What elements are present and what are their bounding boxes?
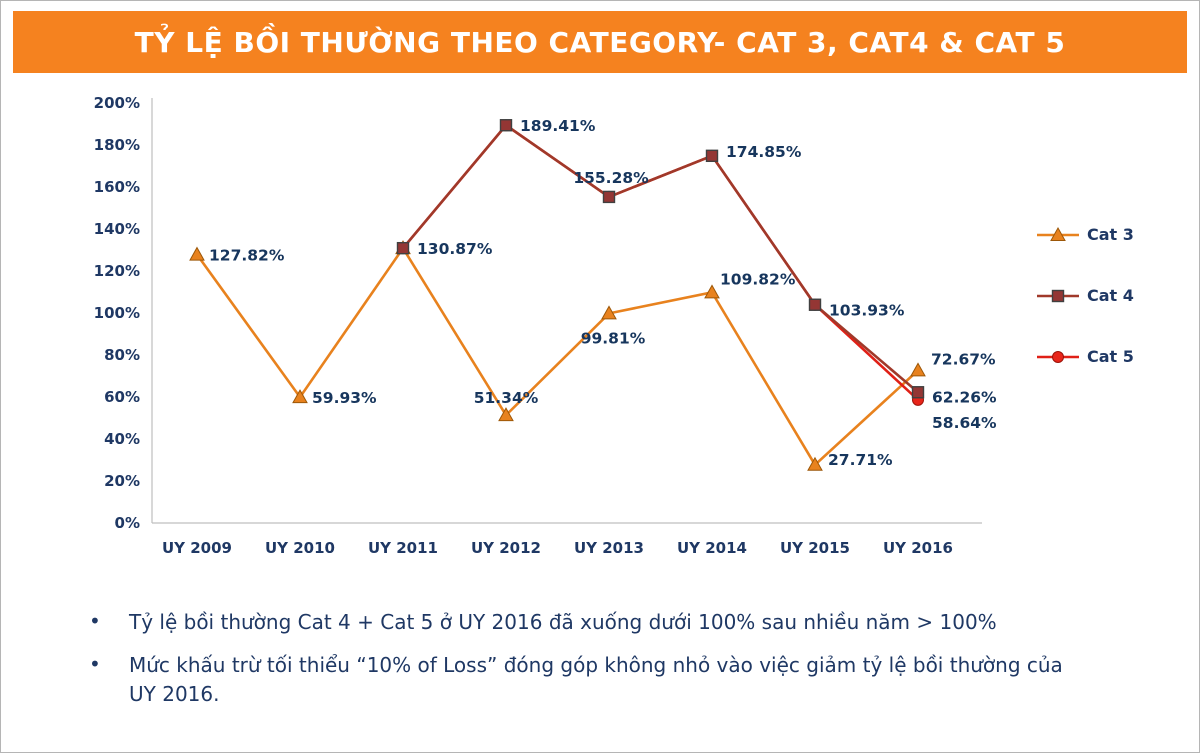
- data-label-cat-5: 58.64%: [932, 414, 997, 432]
- marker-cat-3-icon: [601, 305, 617, 320]
- marker-cat-4-icon: [602, 190, 616, 204]
- x-axis-tick-label: UY 2012: [471, 539, 541, 557]
- marker-cat-3-icon: [910, 362, 926, 377]
- x-axis-tick-label: UY 2010: [265, 539, 335, 557]
- data-label-cat-3: 59.93%: [312, 389, 377, 407]
- data-label-cat-4: 130.87%: [417, 240, 493, 258]
- data-label-cat-3: 109.82%: [720, 270, 796, 288]
- legend-cat-3-marker-icon: [1037, 226, 1079, 241]
- y-axis-tick-label: 0%: [115, 514, 140, 532]
- y-axis-tick-label: 60%: [104, 388, 140, 406]
- marker-cat-3-icon: [807, 456, 823, 471]
- legend-label-cat-3: Cat 3: [1087, 225, 1134, 244]
- chart-section: 0% 20% 40% 60% 80% 100% 120% 140% 160% 180% 200% UY…: [1, 83, 1199, 588]
- note-text: Tỷ lệ bồi thường Cat 4 + Cat 5 ở UY 2016…: [129, 610, 997, 634]
- legend-item-cat-4: Cat 4: [1035, 286, 1134, 305]
- note-item: Tỷ lệ bồi thường Cat 4 + Cat 5 ở UY 2016…: [89, 607, 1079, 637]
- note-text: Mức khấu trừ tối thiểu “10% of Loss” đón…: [129, 653, 1063, 706]
- marker-cat-5-icon: [1052, 350, 1064, 363]
- marker-cat-4-icon: [911, 386, 925, 399]
- legend-label-cat-4: Cat 4: [1087, 286, 1134, 305]
- y-axis-tick-label: 180%: [94, 136, 140, 154]
- series-line-cat-3: [195, 245, 919, 467]
- y-axis-tick-label: 120%: [94, 262, 140, 280]
- data-label-cat-4: 103.93%: [829, 302, 905, 320]
- marker-cat-4-icon: [396, 241, 410, 255]
- data-label-cat-3: 27.71%: [828, 451, 893, 469]
- x-axis-tick-label: UY 2009: [162, 539, 232, 557]
- y-axis-tick-label: 80%: [104, 346, 140, 364]
- x-axis-tick-label: UY 2016: [883, 539, 953, 557]
- y-axis-tick-label: 200%: [94, 94, 140, 112]
- marker-cat-4-icon: [808, 298, 822, 311]
- marker-cat-3-icon: [498, 407, 514, 422]
- data-label-cat-3: 72.67%: [931, 350, 996, 368]
- legend-label-cat-5: Cat 5: [1087, 347, 1134, 366]
- note-item: Mức khấu trừ tối thiểu “10% of Loss” đón…: [89, 650, 1079, 709]
- series-line-cat-4: [402, 123, 919, 394]
- data-label-cat-4: 155.28%: [573, 169, 649, 187]
- y-axis-tick-label: 140%: [94, 220, 140, 238]
- legend-item-cat-5: Cat 5: [1035, 347, 1134, 366]
- marker-cat-3-icon: [189, 246, 205, 261]
- notes-list: Tỷ lệ bồi thường Cat 4 + Cat 5 ở UY 2016…: [89, 607, 1199, 709]
- marker-cat-3-icon: [1050, 226, 1066, 241]
- page-title: TỶ LỆ BỒI THƯỜNG THEO CATEGORY- CAT 3, C…: [134, 25, 1066, 59]
- data-label-cat-4: 189.41%: [520, 117, 596, 135]
- x-axis-tick-label: UY 2013: [574, 539, 644, 557]
- marker-cat-3-icon: [292, 389, 308, 404]
- legend-cat-4-marker-icon: [1037, 289, 1079, 302]
- data-label-cat-3: 99.81%: [581, 329, 646, 347]
- data-label-cat-3: 51.34%: [474, 389, 539, 407]
- chart-legend: Cat 3 Cat 4 Cat 5: [1035, 225, 1134, 366]
- marker-cat-4-icon: [1051, 289, 1065, 302]
- data-label-cat-4: 174.85%: [726, 143, 802, 161]
- claims-ratio-line-chart: 0% 20% 40% 60% 80% 100% 120% 140% 160% 180% 200% UY…: [94, 94, 997, 557]
- data-label-cat-4: 62.26%: [932, 388, 997, 406]
- y-axis-tick-label: 20%: [104, 472, 140, 490]
- marker-cat-3-icon: [704, 284, 720, 299]
- x-axis-tick-label: UY 2011: [368, 539, 438, 557]
- y-axis-tick-label: 100%: [94, 304, 140, 322]
- x-axis-tick-label: UY 2014: [677, 539, 747, 557]
- data-label-cat-3: 127.82%: [209, 247, 285, 265]
- marker-cat-4-icon: [499, 119, 513, 132]
- x-axis-tick-label: UY 2015: [780, 539, 850, 557]
- series-line-cat-5: [402, 123, 919, 401]
- legend-cat-5-marker-icon: [1037, 350, 1079, 363]
- y-axis-tick-label: 40%: [104, 430, 140, 448]
- legend-item-cat-3: Cat 3: [1035, 225, 1134, 244]
- marker-cat-4-icon: [705, 149, 719, 163]
- y-axis-tick-label: 160%: [94, 178, 140, 196]
- title-banner: TỶ LỆ BỒI THƯỜNG THEO CATEGORY- CAT 3, C…: [13, 11, 1187, 73]
